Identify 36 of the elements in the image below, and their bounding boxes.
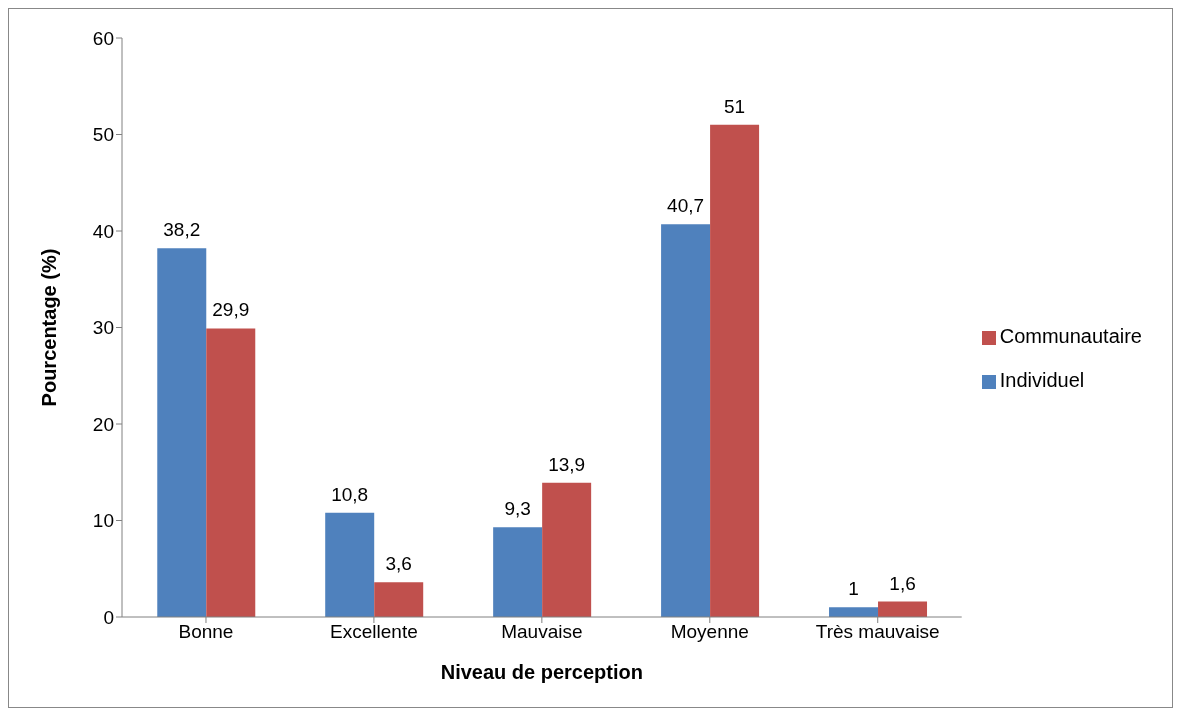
data-label: 38,2 xyxy=(163,219,201,241)
data-label: 1,6 xyxy=(889,572,916,594)
bar xyxy=(157,248,207,617)
y-tick-label: 60 xyxy=(92,27,114,49)
x-tick-label: Mauvaise xyxy=(501,621,583,643)
bar xyxy=(493,527,543,617)
data-label: 10,8 xyxy=(331,483,369,505)
legend-label: Individuel xyxy=(999,369,1085,391)
bar xyxy=(542,482,592,617)
bar xyxy=(710,124,760,617)
bar xyxy=(206,328,256,617)
data-label: 9,3 xyxy=(504,498,531,520)
y-tick-label: 50 xyxy=(92,124,114,146)
data-label: 40,7 xyxy=(667,195,705,217)
x-tick-label: Excellente xyxy=(330,621,418,643)
bar xyxy=(325,512,375,617)
x-tick-label: Moyenne xyxy=(670,621,749,643)
y-tick-label: 0 xyxy=(103,606,114,628)
y-tick-label: 10 xyxy=(92,510,114,532)
legend-label: Communautaire xyxy=(999,325,1142,347)
bar xyxy=(661,224,711,617)
data-label: 51 xyxy=(724,95,746,117)
bar xyxy=(374,582,424,617)
data-label: 29,9 xyxy=(212,299,250,321)
y-tick-label: 20 xyxy=(92,413,114,435)
bar xyxy=(878,601,928,617)
y-tick-label: 30 xyxy=(92,317,114,339)
data-label: 3,6 xyxy=(385,553,412,575)
y-tick-label: 40 xyxy=(92,220,114,242)
x-axis-title: Niveau de perception xyxy=(440,661,643,683)
data-label: 13,9 xyxy=(548,453,586,475)
y-axis-title: Pourcentage (%) xyxy=(38,248,61,407)
data-label: 1 xyxy=(848,578,859,600)
x-tick-label: Très mauvaise xyxy=(815,621,940,643)
bar xyxy=(829,607,879,617)
x-tick-label: Bonne xyxy=(178,621,234,643)
